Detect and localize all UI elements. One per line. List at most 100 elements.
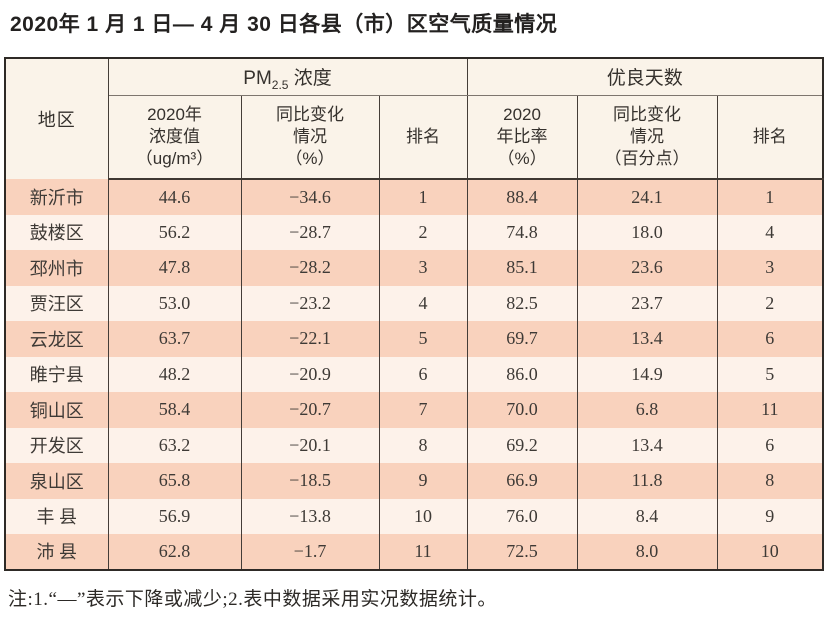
table-row: 睢宁县 48.2 −20.9 6 86.0 14.9 5 xyxy=(4,356,824,392)
table-row: 开发区 63.2 −20.1 8 69.2 13.4 6 xyxy=(4,427,824,463)
table-row: 沛 县 62.8 −1.7 11 72.5 8.0 10 xyxy=(4,534,824,570)
pm25-value-cell: 47.8 xyxy=(107,250,242,286)
pm25-label-subscript: 2.5 xyxy=(271,78,289,93)
col-header-pm25-value: 2020年 浓度值 （ug/m³） xyxy=(107,95,242,180)
region-cell: 鼓楼区 xyxy=(4,214,109,250)
pm25-rank-cell: 6 xyxy=(378,356,468,392)
pm25-rank-cell: 10 xyxy=(378,498,468,534)
table-row: 贾汪区 53.0 −23.2 4 82.5 23.7 2 xyxy=(4,285,824,321)
pm25-value-cell: 48.2 xyxy=(107,356,242,392)
pm25-value-cell: 56.2 xyxy=(107,214,242,250)
region-cell: 邳州市 xyxy=(4,250,109,286)
good-days-change-cell: 14.9 xyxy=(576,356,718,392)
col-header-pm25-change: 同比变化 情况 （%） xyxy=(240,95,380,180)
table-row: 新沂市 44.6 −34.6 1 88.4 24.1 1 xyxy=(4,179,824,215)
good-days-ratio-cell: 85.1 xyxy=(466,250,578,286)
pm25-rank-cell: 2 xyxy=(378,214,468,250)
good-days-change-cell: 8.0 xyxy=(576,534,718,570)
col-header-good-days-ratio: 2020 年比率 （%） xyxy=(466,95,578,180)
good-days-rank-cell: 10 xyxy=(716,534,824,570)
pm25-value-cell: 53.0 xyxy=(107,285,242,321)
good-days-ratio-cell: 66.9 xyxy=(466,463,578,499)
pm25-change-cell: −28.7 xyxy=(240,214,380,250)
pm25-label-suffix: 浓度 xyxy=(288,68,332,90)
pm25-change-cell: −34.6 xyxy=(240,179,380,215)
pm25-change-cell: −18.5 xyxy=(240,463,380,499)
good-days-ratio-cell: 76.0 xyxy=(466,498,578,534)
good-days-change-cell: 8.4 xyxy=(576,498,718,534)
pm25-change-cell: −20.1 xyxy=(240,427,380,463)
header-sub-row: 2020年 浓度值 （ug/m³） 同比变化 情况 （%） 排名 2020 年比… xyxy=(5,95,824,180)
good-days-change-cell: 13.4 xyxy=(576,427,718,463)
good-days-change-cell: 6.8 xyxy=(576,392,718,428)
pm25-value-cell: 63.7 xyxy=(107,321,242,357)
pm25-rank-cell: 1 xyxy=(378,179,468,215)
pm25-change-cell: −23.2 xyxy=(240,285,380,321)
region-cell: 新沂市 xyxy=(4,179,109,215)
pm25-change-cell: −13.8 xyxy=(240,498,380,534)
good-days-rank-cell: 11 xyxy=(716,392,824,428)
good-days-change-cell: 24.1 xyxy=(576,179,718,215)
good-days-rank-cell: 3 xyxy=(716,250,824,286)
table-row: 邳州市 47.8 −28.2 3 85.1 23.6 3 xyxy=(4,250,824,286)
good-days-change-cell: 23.7 xyxy=(576,285,718,321)
good-days-change-cell: 11.8 xyxy=(576,463,718,499)
header-group-row: 地区 PM2.5 浓度 优良天数 xyxy=(4,58,824,179)
table-row: 丰 县 56.9 −13.8 10 76.0 8.4 9 xyxy=(4,498,824,534)
region-cell: 睢宁县 xyxy=(4,356,109,392)
pm25-rank-cell: 7 xyxy=(378,392,468,428)
good-days-rank-cell: 4 xyxy=(716,214,824,250)
region-cell: 沛 县 xyxy=(4,534,109,570)
pm25-value-cell: 44.6 xyxy=(107,179,242,215)
pm25-rank-cell: 4 xyxy=(378,285,468,321)
pm25-change-cell: −1.7 xyxy=(240,534,380,570)
pm25-value-cell: 63.2 xyxy=(107,427,242,463)
good-days-ratio-cell: 69.7 xyxy=(466,321,578,357)
good-days-change-cell: 18.0 xyxy=(576,214,718,250)
pm25-change-cell: −20.7 xyxy=(240,392,380,428)
pm25-rank-cell: 11 xyxy=(378,534,468,570)
region-cell: 贾汪区 xyxy=(4,285,109,321)
good-days-rank-cell: 2 xyxy=(716,285,824,321)
pm25-change-cell: −22.1 xyxy=(240,321,380,357)
table-row: 铜山区 58.4 −20.7 7 70.0 6.8 11 xyxy=(4,392,824,428)
table-row: 鼓楼区 56.2 −28.7 2 74.8 18.0 4 xyxy=(4,214,824,250)
pm25-label-prefix: PM xyxy=(243,68,272,90)
region-cell: 云龙区 xyxy=(4,321,109,357)
table-body: 新沂市 44.6 −34.6 1 88.4 24.1 1 鼓楼区 56.2 −28.7 2 74.8 1… xyxy=(4,179,824,570)
good-days-rank-cell: 1 xyxy=(716,179,824,215)
good-days-ratio-cell: 74.8 xyxy=(466,214,578,250)
region-cell: 泉山区 xyxy=(4,463,109,499)
col-header-good-days-change: 同比变化 情况 （百分点） xyxy=(576,95,718,180)
col-group-pm25: PM2.5 浓度 xyxy=(107,58,468,96)
good-days-ratio-cell: 69.2 xyxy=(466,427,578,463)
pm25-rank-cell: 3 xyxy=(378,250,468,286)
table-header: 地区 PM2.5 浓度 优良天数 2020年 浓度值 （ug/m³） 同比变化 … xyxy=(4,58,824,180)
pm25-value-cell: 62.8 xyxy=(107,534,242,570)
good-days-ratio-cell: 82.5 xyxy=(466,285,578,321)
good-days-ratio-cell: 70.0 xyxy=(466,392,578,428)
good-days-ratio-cell: 72.5 xyxy=(466,534,578,570)
good-days-rank-cell: 9 xyxy=(716,498,824,534)
col-header-pm25-rank: 排名 xyxy=(378,95,468,180)
good-days-change-cell: 13.4 xyxy=(576,321,718,357)
good-days-ratio-cell: 86.0 xyxy=(466,356,578,392)
footnote: 注:1.“—”表示下降或减少;2.表中数据采用实况数据统计。 xyxy=(8,589,497,610)
col-header-good-days-rank: 排名 xyxy=(716,95,824,180)
good-days-rank-cell: 6 xyxy=(716,427,824,463)
col-group-good-days: 优良天数 xyxy=(466,58,824,96)
air-quality-table: 地区 PM2.5 浓度 优良天数 2020年 浓度值 （ug/m³） 同比变化 … xyxy=(4,57,825,571)
region-cell: 丰 县 xyxy=(4,498,109,534)
pm25-rank-cell: 5 xyxy=(378,321,468,357)
pm25-change-cell: −28.2 xyxy=(240,250,380,286)
region-cell: 开发区 xyxy=(4,427,109,463)
table-row: 泉山区 65.8 −18.5 9 66.9 11.8 8 xyxy=(4,463,824,499)
pm25-change-cell: −20.9 xyxy=(240,356,380,392)
good-days-rank-cell: 5 xyxy=(716,356,824,392)
pm25-value-cell: 56.9 xyxy=(107,498,242,534)
good-days-rank-cell: 8 xyxy=(716,463,824,499)
good-days-ratio-cell: 88.4 xyxy=(466,179,578,215)
page-title: 2020年 1 月 1 日— 4 月 30 日各县（市）区空气质量情况 xyxy=(10,13,558,36)
col-header-region: 地区 xyxy=(4,58,109,179)
